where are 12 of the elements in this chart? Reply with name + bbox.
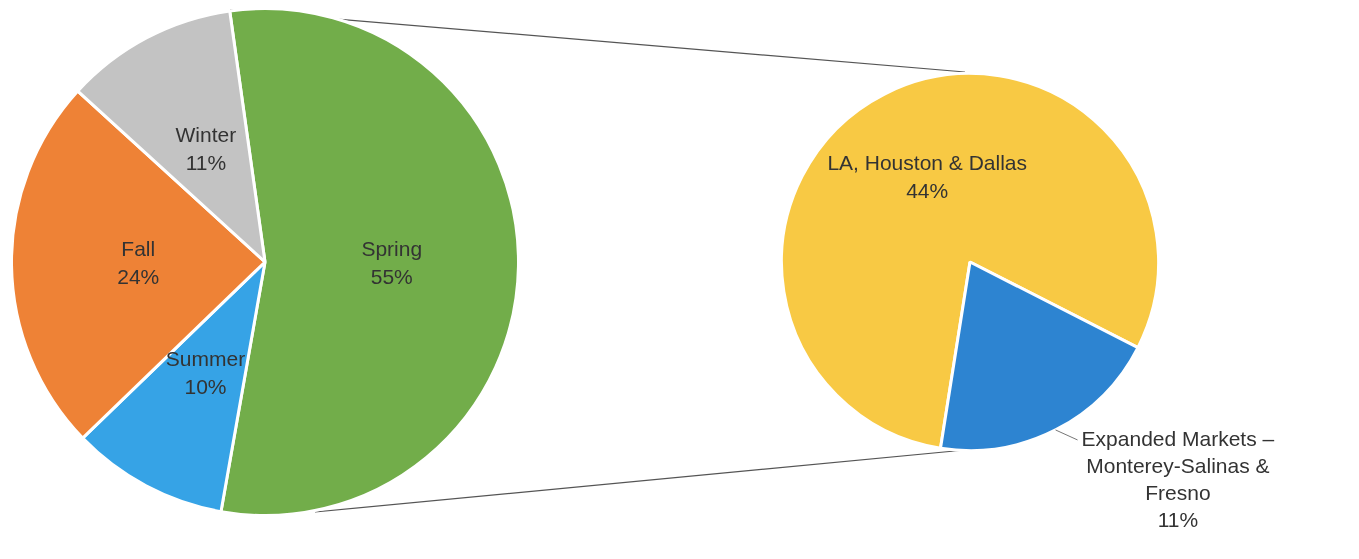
slice-label: Fall: [121, 236, 156, 260]
slice-label: LA, Houston & Dallas: [827, 150, 1028, 174]
data-label: 55%: [370, 265, 413, 289]
slice-label: Expanded Markets – Monterey-Salinas & Fresno: [1081, 426, 1275, 504]
data-label: 10%: [184, 374, 227, 398]
slice-label: Summer: [165, 346, 246, 370]
data-label: 24%: [117, 264, 160, 288]
data-label: 11%: [1157, 507, 1199, 531]
data-label: 44%: [906, 178, 949, 202]
slice-label: Spring: [361, 237, 423, 261]
data-label: 11%: [185, 150, 227, 174]
slice-label: Winter: [175, 122, 237, 146]
